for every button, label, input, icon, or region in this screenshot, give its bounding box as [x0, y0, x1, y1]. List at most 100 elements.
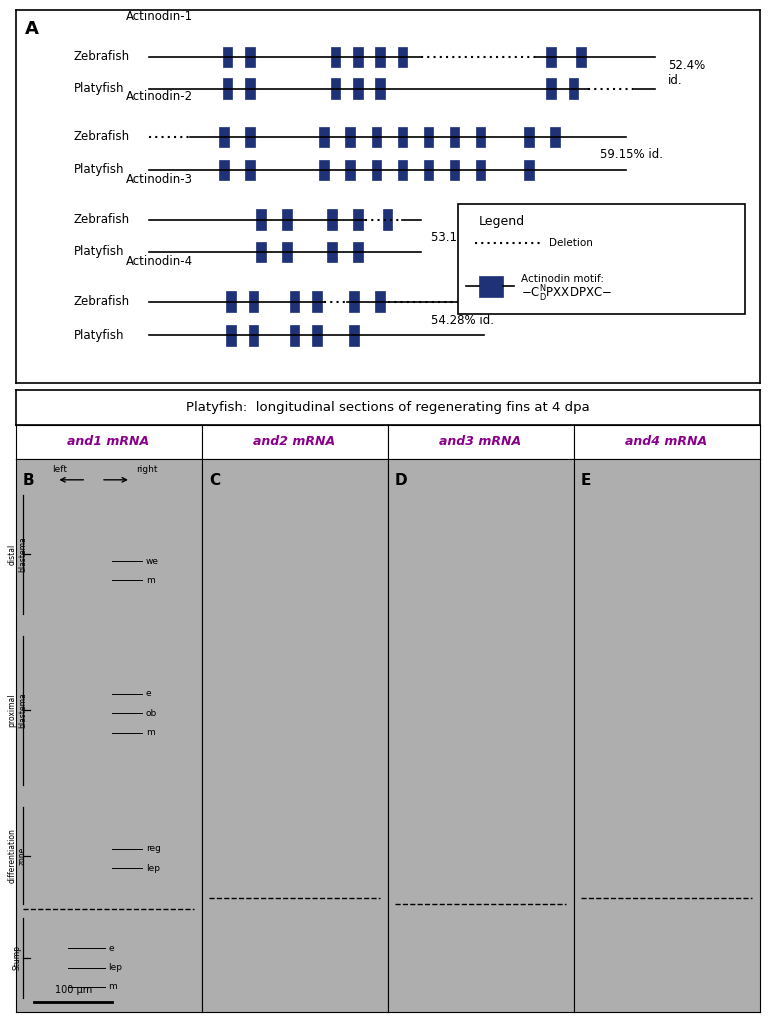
Bar [398, 159, 407, 180]
Text: ob: ob [146, 708, 157, 717]
Text: left: left [53, 465, 67, 474]
Bar [524, 159, 534, 180]
Text: Platyfish:  longitudinal sections of regenerating fins at 4 dpa: Platyfish: longitudinal sections of rege… [186, 401, 589, 414]
Bar [226, 291, 236, 312]
Bar [550, 127, 560, 147]
Bar [375, 79, 385, 99]
Bar [312, 291, 322, 312]
Text: Actinodin-2: Actinodin-2 [126, 90, 193, 103]
Text: Stump: Stump [13, 945, 22, 970]
Bar [398, 47, 407, 67]
Text: and1 mRNA: and1 mRNA [67, 435, 150, 449]
Bar [383, 210, 392, 230]
Text: $-$C$\mathregular{^N_D}$PXXDPXC$-$: $-$C$\mathregular{^N_D}$PXXDPXC$-$ [522, 284, 612, 305]
Bar [290, 291, 299, 312]
Text: B: B [23, 472, 35, 487]
Text: Actinodin-3: Actinodin-3 [126, 173, 193, 186]
Bar [353, 241, 363, 262]
Bar [219, 127, 229, 147]
Text: D: D [395, 472, 408, 487]
Text: 54.28% id.: 54.28% id. [431, 314, 494, 327]
Bar [222, 47, 232, 67]
Text: and3 mRNA: and3 mRNA [439, 435, 522, 449]
Text: proximal
blastema: proximal blastema [8, 693, 27, 729]
Bar [226, 325, 236, 345]
Text: Zebrafish: Zebrafish [74, 50, 129, 63]
Bar [245, 47, 255, 67]
Text: Platyfish: Platyfish [74, 245, 124, 259]
Text: differentiation
zone: differentiation zone [8, 828, 27, 883]
Bar [476, 159, 485, 180]
Text: 53.15% id.: 53.15% id. [431, 231, 494, 244]
Bar [546, 47, 556, 67]
Text: Platyfish: Platyfish [74, 329, 124, 341]
Bar [458, 204, 745, 314]
Text: Zebrafish: Zebrafish [74, 131, 129, 143]
Bar [282, 210, 292, 230]
Text: Legend: Legend [479, 216, 525, 228]
Bar [290, 325, 299, 345]
Text: lep: lep [109, 963, 122, 972]
Bar [424, 127, 433, 147]
Bar [546, 79, 556, 99]
Bar [569, 79, 578, 99]
Bar [257, 241, 266, 262]
Text: e: e [109, 943, 114, 953]
Bar [576, 47, 586, 67]
Bar [346, 127, 355, 147]
Text: A: A [25, 19, 38, 38]
Text: Deletion: Deletion [549, 238, 593, 248]
Bar [449, 127, 460, 147]
Text: right: right [136, 465, 158, 474]
Text: reg: reg [146, 844, 160, 853]
Text: Actinodin-1: Actinodin-1 [126, 10, 193, 24]
Text: and2 mRNA: and2 mRNA [253, 435, 336, 449]
Bar [449, 159, 460, 180]
Text: Actinodin-4: Actinodin-4 [126, 256, 193, 268]
Bar [350, 291, 359, 312]
Bar [319, 127, 329, 147]
Bar [375, 47, 385, 67]
Bar [331, 79, 340, 99]
Bar [353, 47, 363, 67]
Bar [282, 241, 292, 262]
Text: Platyfish: Platyfish [74, 164, 124, 176]
Bar [424, 159, 433, 180]
Bar [350, 325, 359, 345]
Text: Zebrafish: Zebrafish [74, 214, 129, 226]
Text: and4 mRNA: and4 mRNA [625, 435, 708, 449]
Text: e: e [146, 689, 151, 698]
Bar [219, 159, 229, 180]
Bar [327, 210, 336, 230]
Bar [312, 325, 322, 345]
Bar [319, 159, 329, 180]
Text: lep: lep [146, 864, 160, 873]
Bar [257, 210, 266, 230]
Bar [245, 127, 255, 147]
Bar [353, 79, 363, 99]
Bar [371, 159, 381, 180]
Bar [479, 276, 503, 296]
Bar [222, 79, 232, 99]
Text: we: we [146, 557, 159, 565]
Bar [371, 127, 381, 147]
Bar [524, 127, 534, 147]
Bar [375, 291, 385, 312]
Bar [245, 79, 255, 99]
Text: m: m [109, 982, 117, 991]
Text: C: C [209, 472, 220, 487]
Text: Platyfish: Platyfish [74, 82, 124, 95]
Text: m: m [146, 576, 154, 585]
Bar [331, 47, 340, 67]
Text: 59.15% id.: 59.15% id. [600, 148, 663, 161]
Text: 52.4%
id.: 52.4% id. [668, 59, 705, 87]
Bar [249, 325, 258, 345]
Text: m: m [146, 728, 154, 737]
Text: Zebrafish: Zebrafish [74, 295, 129, 309]
Bar [327, 241, 336, 262]
Text: distal
blastema: distal blastema [8, 537, 27, 572]
Text: 100 μm: 100 μm [54, 985, 91, 995]
Bar [353, 210, 363, 230]
Bar [249, 291, 258, 312]
Bar [245, 159, 255, 180]
